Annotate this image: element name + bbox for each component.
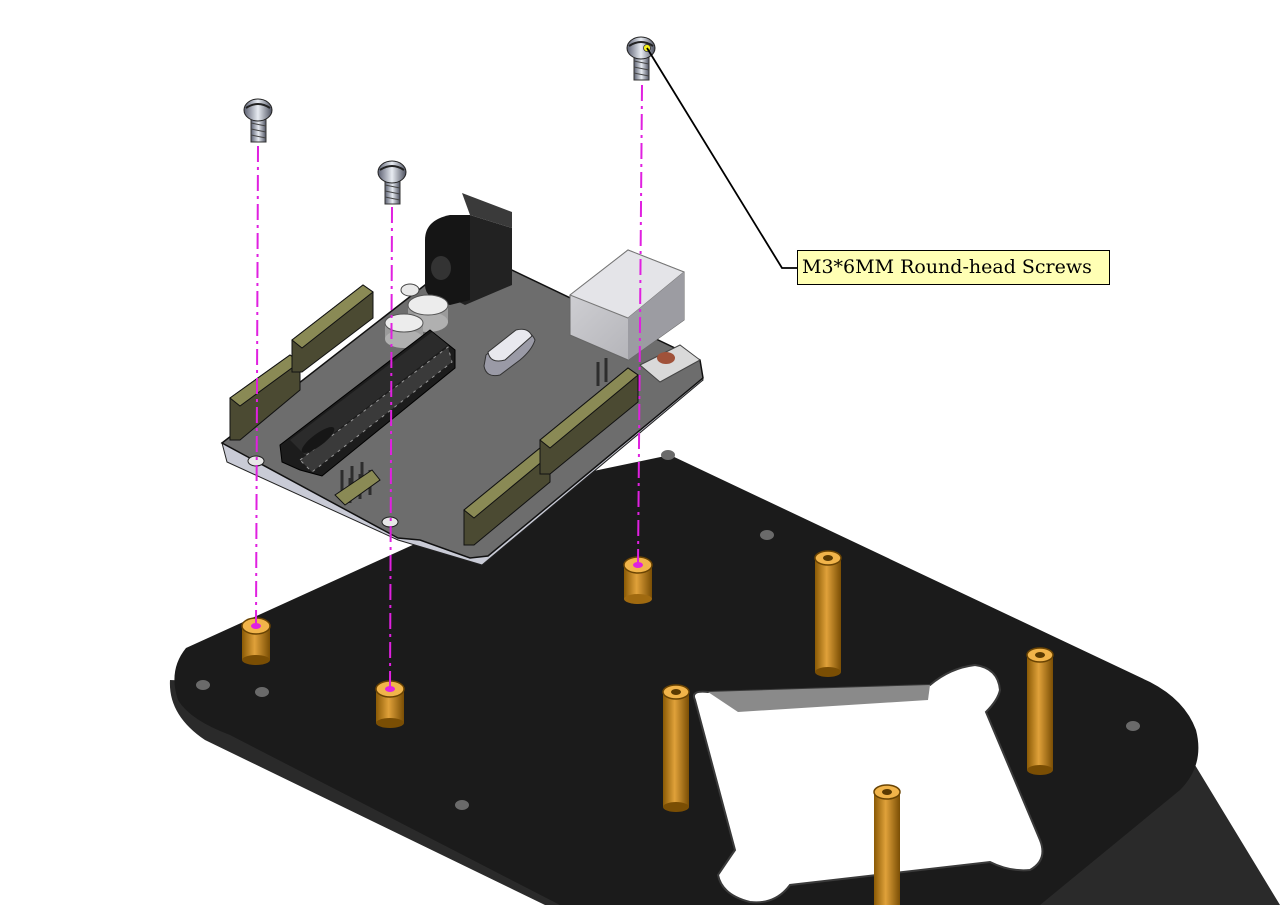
tall-standoff <box>873 784 901 905</box>
screw <box>626 36 656 81</box>
tall-standoff <box>814 550 842 677</box>
header-pins <box>229 354 301 441</box>
usb-jack <box>569 249 685 361</box>
tall-standoff <box>1026 647 1054 775</box>
short-standoff <box>375 680 405 728</box>
power-jack <box>425 193 512 305</box>
reset-button <box>639 344 701 383</box>
plate-hole <box>455 800 469 810</box>
plate-hole <box>196 680 210 690</box>
screw <box>377 160 407 205</box>
header-pins <box>539 367 639 475</box>
tall-standoff <box>662 684 690 812</box>
plate-hole <box>1126 721 1140 731</box>
callout-label: M3*6MM Round-head Screws <box>797 250 1110 285</box>
alignment-guides <box>255 84 643 690</box>
plate-hole <box>760 530 774 540</box>
plate-hole <box>661 450 675 460</box>
base-plate <box>169 450 1280 905</box>
header-pins <box>291 284 374 373</box>
screw <box>243 98 273 143</box>
microcontroller-chip <box>279 329 456 477</box>
plate-cutout <box>692 663 1044 904</box>
callout-leader <box>646 47 797 269</box>
circuit-board <box>220 193 704 566</box>
plate-hole <box>255 687 269 697</box>
crystal <box>483 328 536 377</box>
